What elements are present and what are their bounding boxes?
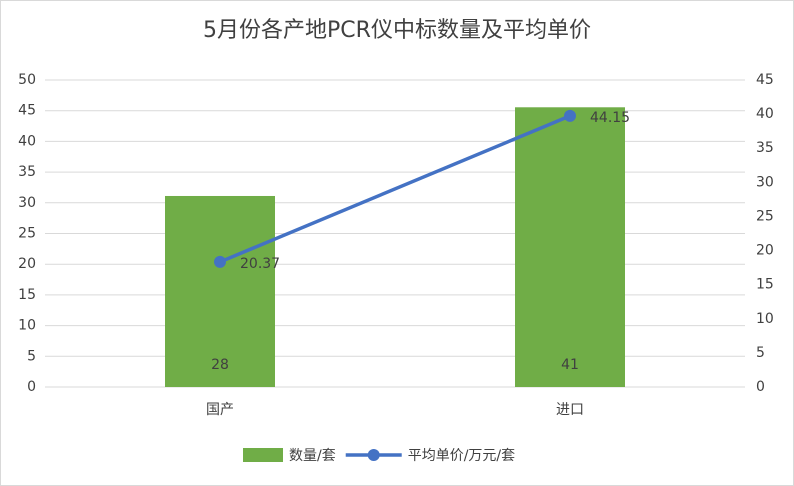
y-tick-label: 15 xyxy=(18,287,36,303)
x-tick-label: 进口 xyxy=(556,402,584,418)
line-value-label: 44.15 xyxy=(590,110,630,126)
y-tick-label: 45 xyxy=(18,103,36,119)
y2-tick-label: 20 xyxy=(756,243,774,259)
legend-label: 平均单价/万元/套 xyxy=(408,448,515,464)
y2-tick-label: 45 xyxy=(756,72,774,88)
line-point xyxy=(214,255,226,268)
y-tick-label: 0 xyxy=(27,379,36,395)
y-tick-label: 50 xyxy=(18,72,36,88)
chart-title: 5月份各产地PCR仪中标数量及平均单价 xyxy=(203,18,591,43)
y2-tick-label: 35 xyxy=(756,140,774,156)
y-tick-label: 5 xyxy=(27,348,36,364)
line-value-label: 20.37 xyxy=(240,256,280,272)
y-tick-label: 40 xyxy=(18,133,36,149)
bar-value-label: 41 xyxy=(561,357,579,373)
legend-swatch xyxy=(367,449,380,461)
x-tick-label: 国产 xyxy=(206,402,234,418)
y-tick-label: 10 xyxy=(18,318,36,334)
y2-tick-label: 40 xyxy=(756,106,774,122)
legend-swatch xyxy=(243,448,283,462)
y-tick-label: 20 xyxy=(18,256,36,272)
bar xyxy=(515,107,625,388)
line-point xyxy=(564,109,576,122)
line xyxy=(219,114,571,264)
y2-tick-label: 5 xyxy=(756,345,765,361)
y2-tick-label: 30 xyxy=(756,174,774,190)
y2-tick-label: 0 xyxy=(756,379,765,395)
y-tick-label: 25 xyxy=(18,226,36,242)
y2-tick-label: 25 xyxy=(756,208,774,224)
legend-label: 数量/套 xyxy=(289,448,336,464)
y2-tick-label: 10 xyxy=(756,311,774,327)
bar xyxy=(165,195,275,387)
y-tick-label: 35 xyxy=(18,164,36,180)
y-tick-label: 30 xyxy=(18,195,36,211)
bar-value-label: 28 xyxy=(211,357,229,373)
y2-tick-label: 15 xyxy=(756,277,774,293)
